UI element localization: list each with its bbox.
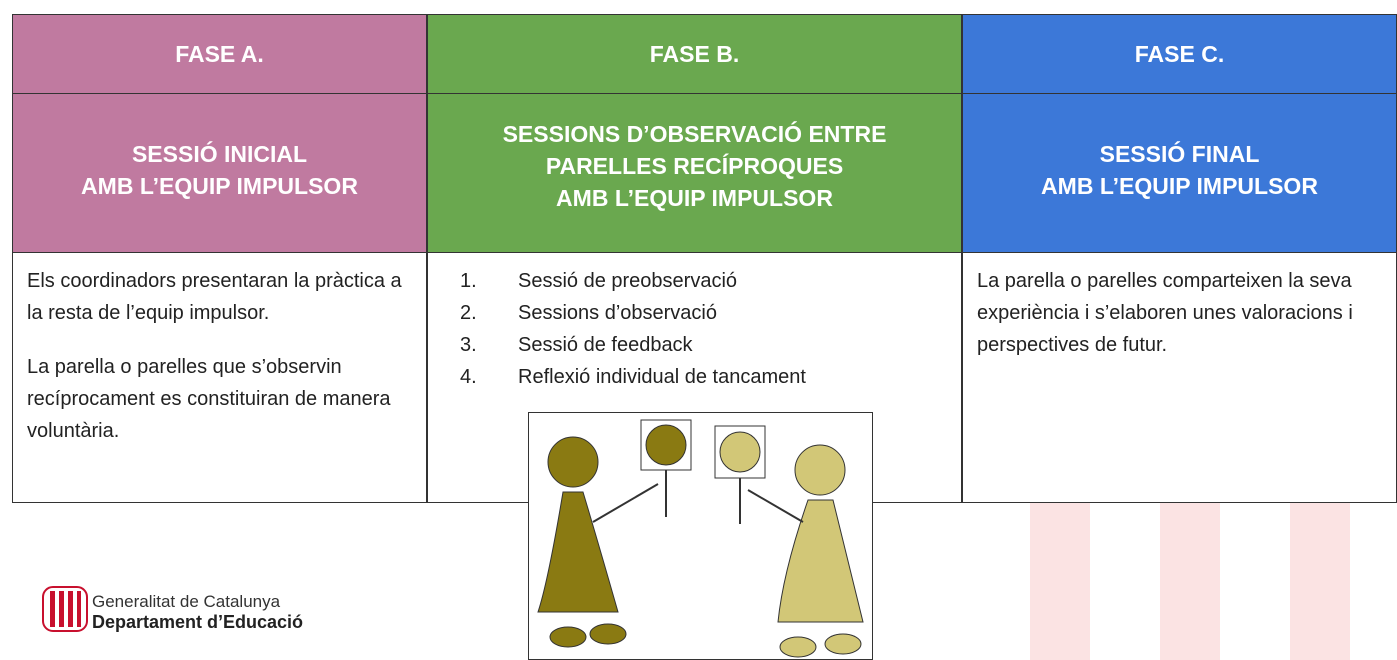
phase-label: FASE B. (649, 41, 740, 67)
list-number: 1. (460, 270, 477, 292)
logo-icon (42, 586, 88, 632)
list-item: 4. Reflexió individual de tancament (442, 361, 947, 393)
list-number: 3. (460, 334, 477, 356)
illustration (528, 412, 873, 660)
list-number: 4. (460, 366, 477, 388)
logo-line2: Departament d’Educació (92, 612, 304, 632)
phase-label: FASE C. (1134, 41, 1225, 67)
paragraph: La parella o parelles comparteixen la se… (977, 270, 1353, 356)
title-line: AMB L’EQUIP IMPULSOR (556, 185, 833, 211)
list-text: Reflexió individual de tancament (518, 366, 806, 388)
phase-body: La parella o parelles comparteixen la se… (962, 252, 1397, 503)
title-line: SESSIÓ FINAL (1099, 141, 1260, 167)
title-line: AMB L’EQUIP IMPULSOR (81, 173, 358, 199)
logo-line1: Generalitat de Catalunya (92, 592, 281, 611)
title-line: SESSIÓ INICIAL (131, 141, 308, 167)
paragraph: La parella o parelles que s’observin rec… (27, 356, 391, 442)
list-item: 1. Sessió de preobservació (442, 265, 947, 297)
phase-header: FASE A. (12, 14, 427, 94)
phase-title: SESSIÓ INICIAL AMB L’EQUIP IMPULSOR (12, 93, 427, 253)
paragraph: Els coordinadors presentaran la pràctica… (27, 270, 402, 324)
list-number: 2. (460, 302, 477, 324)
phase-title: SESSIONS D’OBSERVACIÓ ENTRE PARELLES RECÍ… (427, 93, 962, 253)
title-line: AMB L’EQUIP IMPULSOR (1041, 173, 1318, 199)
phase-header: FASE C. (962, 14, 1397, 94)
list-item: 2. Sessions d’observació (442, 297, 947, 329)
phase-label: FASE A. (175, 41, 264, 67)
title-line: PARELLES RECÍPROQUES (545, 153, 844, 179)
list-text: Sessió de preobservació (518, 270, 738, 292)
phase-title: SESSIÓ FINAL AMB L’EQUIP IMPULSOR (962, 93, 1397, 253)
phase-body: Els coordinadors presentaran la pràctica… (12, 252, 427, 503)
list-item: 3. Sessió de feedback (442, 329, 947, 361)
list-text: Sessió de feedback (518, 334, 693, 356)
phase-header: FASE B. (427, 14, 962, 94)
list-text: Sessions d’observació (518, 302, 717, 324)
title-line: SESSIONS D’OBSERVACIÓ ENTRE (502, 121, 887, 147)
